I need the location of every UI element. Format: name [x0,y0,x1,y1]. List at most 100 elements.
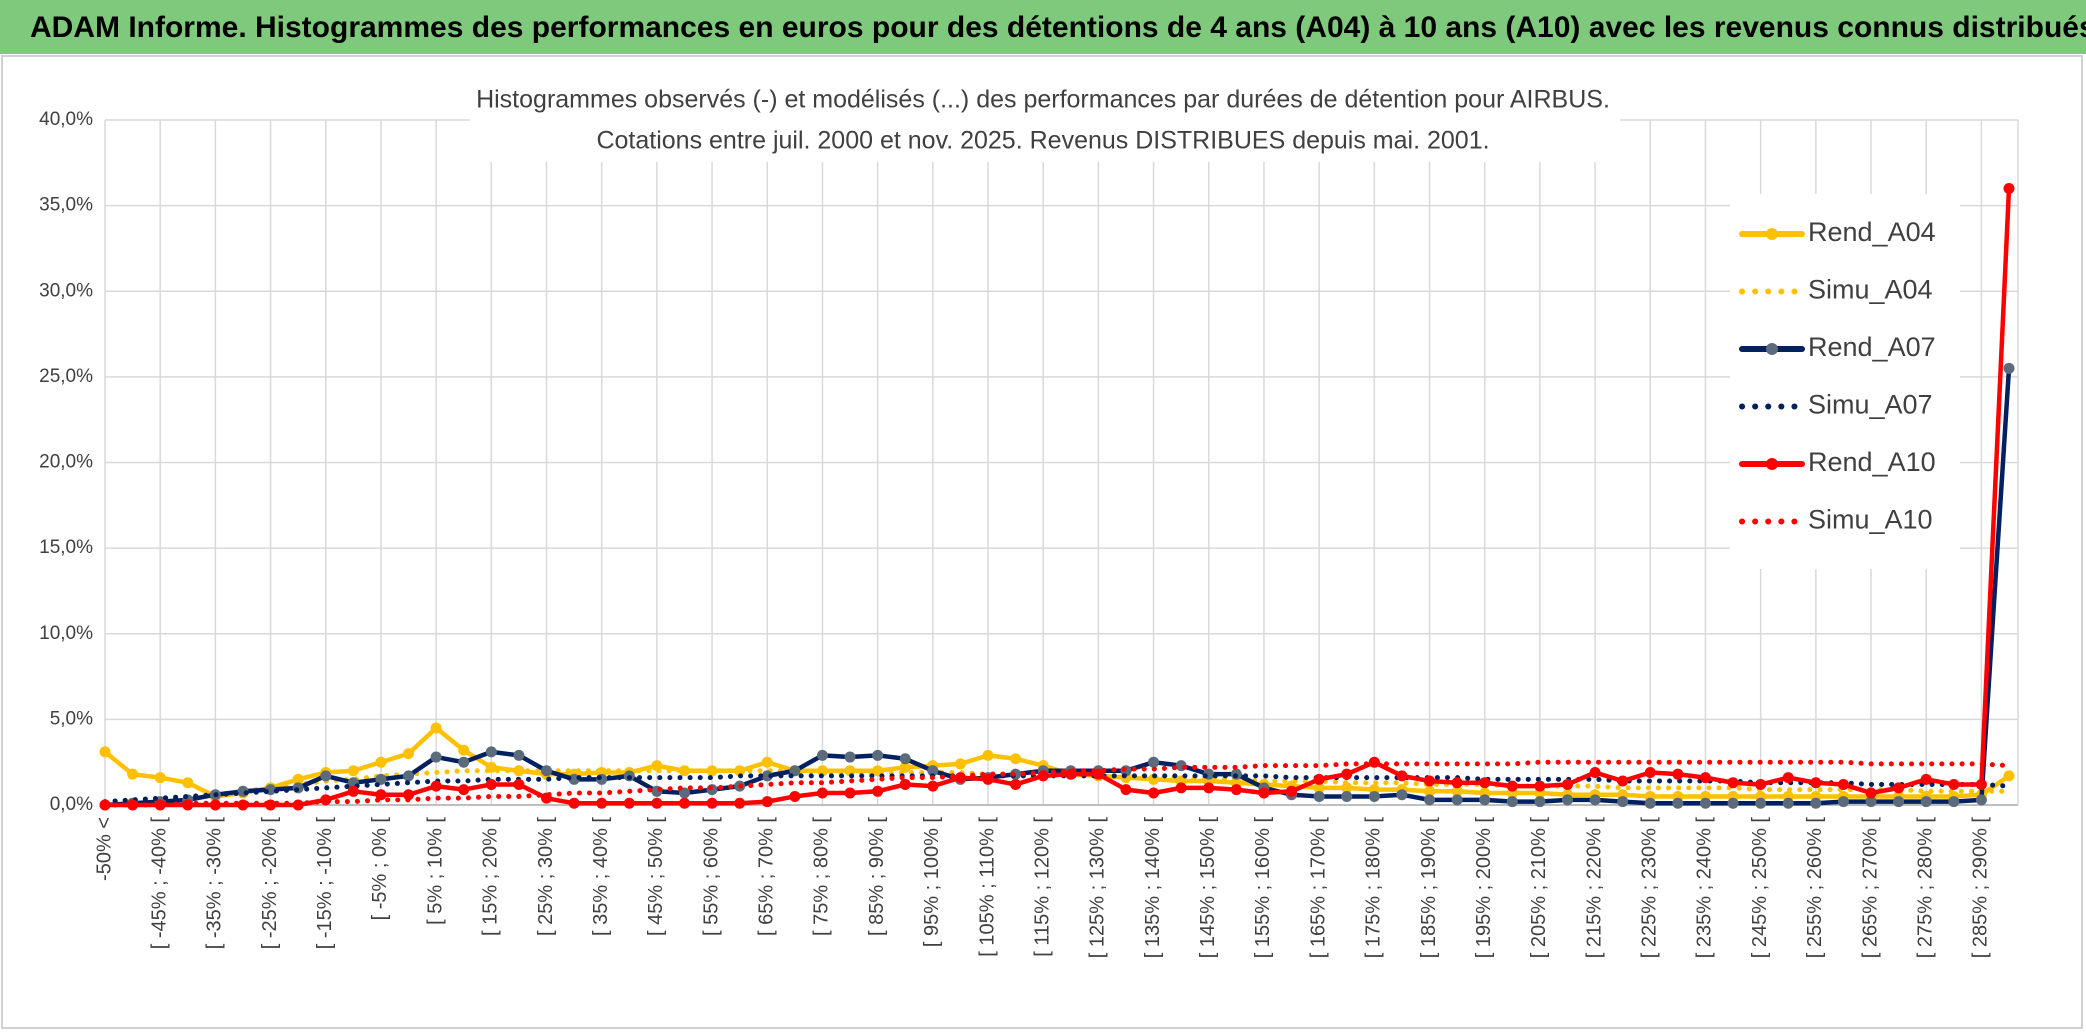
x-tick-label: [ 185% ; 190% [ [1418,817,1440,959]
legend-marker [1766,343,1778,355]
legend-label: Simu_A10 [1808,505,1933,535]
series-marker [816,787,828,799]
series-marker [1810,797,1822,809]
x-tick-label: [ -35% ; -30% [ [204,817,226,950]
series-marker [1313,790,1325,802]
series-marker [458,744,470,756]
series-marker [1617,775,1629,787]
series-marker [1341,790,1353,802]
series-marker [899,778,911,790]
series-marker [982,773,994,785]
x-tick-label: [ 215% ; 220% [ [1583,817,1605,959]
legend-label: Simu_A04 [1808,275,1933,305]
series-line [102,759,2012,808]
series-marker [513,749,525,761]
series-marker [292,773,304,785]
series-marker [403,748,415,760]
x-tick-label: [ 285% ; 290% [ [1970,817,1992,959]
x-tick-label: [ 45% ; 50% [ [645,817,667,936]
x-tick-label: [ -15% ; -10% [ [314,817,336,950]
series-marker [1561,778,1573,790]
series-marker [1120,784,1132,796]
series-marker [1341,768,1353,780]
series-line [102,366,2012,808]
x-tick-label: [ 125% ; 130% [ [1087,817,1109,959]
series-marker [706,797,718,809]
series-marker [1755,797,1767,809]
series-marker [1258,787,1270,799]
series-marker [1893,796,1905,808]
x-tick-label: [ -5% ; 0% [ [369,817,391,921]
subtitle-line: Cotations entre juil. 2000 et nov. 2025.… [596,127,1489,155]
series-marker [982,749,994,761]
plot [99,183,2015,811]
series-marker [1313,773,1325,785]
series-marker [347,765,359,777]
series-marker [1672,797,1684,809]
x-tick-label: [ 95% ; 100% [ [921,817,943,948]
series-marker [789,790,801,802]
x-tick-label: [ 175% ; 180% [ [1363,817,1385,959]
series-marker [1920,796,1932,808]
series-marker [1148,756,1160,768]
series-marker [403,789,415,801]
series-marker [2003,770,2015,782]
series-marker [541,765,553,777]
series-marker [1920,773,1932,785]
series-marker [927,780,939,792]
series-marker [899,761,911,773]
series-marker [430,780,442,792]
x-tick-label: [ 105% ; 110% [ [976,817,998,957]
series-marker [1010,753,1022,765]
legend-label: Rend_A07 [1808,332,1936,362]
x-tick-label: [ 225% ; 230% [ [1639,817,1661,959]
series-marker [375,789,387,801]
series-marker [1534,796,1546,808]
series-marker [1975,778,1987,790]
series-marker [1948,778,1960,790]
series-line [102,773,2012,805]
series-marker [1561,794,1573,806]
series-marker [1644,766,1656,778]
x-tick-label: [ 135% ; 140% [ [1142,817,1164,959]
x-tick-label: [ 245% ; 250% [ [1749,817,1771,959]
series-marker [1286,785,1298,797]
series-marker [430,722,442,734]
series-marker [1424,775,1436,787]
series-marker [1644,797,1656,809]
series-marker [678,787,690,799]
series-marker [182,777,194,789]
series-marker [1230,784,1242,796]
x-tick-label: [ 205% ; 210% [ [1528,817,1550,959]
series-marker [761,796,773,808]
series-marker [513,778,525,790]
series-marker [761,756,773,768]
series-marker [872,785,884,797]
series-marker [734,797,746,809]
x-tick-label: [ -25% ; -20% [ [259,817,281,950]
series-marker [1837,778,1849,790]
series-marker [954,758,966,770]
series-marker [1755,778,1767,790]
x-tick-label: [ 55% ; 60% [ [700,817,722,936]
subtitle-bg [470,82,1620,162]
series-marker [568,797,580,809]
series-marker [596,797,608,809]
chart-frame [1,55,2083,1029]
series-marker [844,751,856,763]
x-tick-label: [ 85% ; 90% [ [866,817,888,936]
legend-label: Rend_A04 [1808,217,1936,247]
series-marker [485,746,497,758]
x-tick-label: [ 5% ; 10% [ [424,817,446,925]
series-marker [2003,183,2015,194]
grid: 0,0% 5,0% 10,0% 15,0% 20,0% 25,0% 30,0% 35,0% 40… [39,109,2019,959]
series-marker [1727,797,1739,809]
series-marker [99,746,111,758]
legend-bg [1730,194,1960,569]
y-tick-label: 0,0% [50,794,93,815]
legend-label: Simu_A07 [1808,390,1933,420]
series-marker [320,770,332,782]
series-marker [623,797,635,809]
series-marker [1479,794,1491,806]
